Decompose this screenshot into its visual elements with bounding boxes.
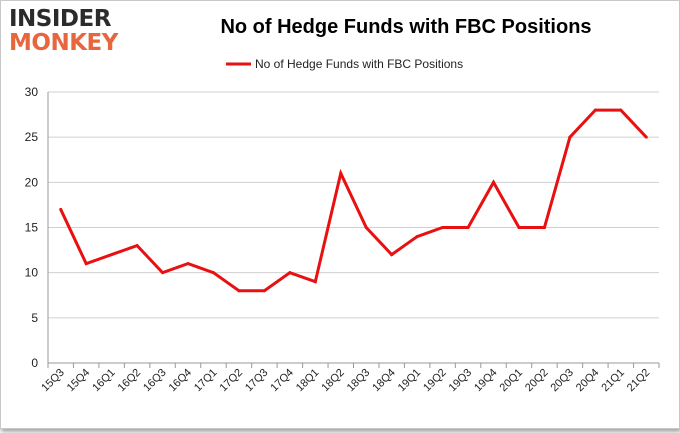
- x-tick-label: 16Q2: [116, 367, 144, 395]
- data-point: [313, 280, 317, 284]
- series-line: [59, 108, 648, 293]
- y-tick-label: 5: [31, 311, 38, 325]
- data-point: [110, 253, 114, 257]
- data-point: [619, 108, 623, 112]
- data-point: [466, 226, 470, 229]
- data-point: [492, 180, 496, 184]
- x-tick-label: 17Q2: [218, 367, 246, 395]
- data-point: [364, 226, 368, 229]
- data-point: [84, 262, 88, 266]
- data-point: [390, 253, 394, 257]
- x-tick-label: 20Q3: [548, 367, 576, 395]
- data-point: [161, 271, 165, 275]
- y-tick-label: 30: [25, 85, 39, 99]
- data-point: [415, 235, 419, 239]
- x-tick-label: 16Q1: [90, 367, 118, 395]
- data-point: [517, 226, 521, 229]
- logo-text-insider: INSIDER: [9, 6, 111, 32]
- data-point: [211, 271, 215, 275]
- y-tick-label: 20: [25, 175, 39, 189]
- x-tick-label: 17Q1: [192, 367, 220, 395]
- insider-monkey-logo: INSIDER MONKEY: [9, 7, 129, 55]
- x-tick-label: 18Q3: [345, 367, 373, 395]
- x-tick-label: 19Q1: [396, 367, 424, 395]
- data-point: [644, 135, 648, 139]
- logo-text-monkey: MONKEY: [9, 30, 118, 56]
- data-point: [186, 262, 190, 266]
- x-tick-label: 19Q4: [472, 367, 500, 395]
- data-point: [593, 108, 597, 112]
- data-point: [339, 171, 343, 175]
- y-tick-label: 15: [25, 221, 39, 235]
- data-point: [135, 244, 139, 248]
- x-tick-label: 19Q3: [447, 367, 475, 395]
- data-point: [441, 226, 445, 229]
- x-tick-label: 15Q3: [39, 367, 67, 395]
- y-tick-label: 0: [31, 356, 38, 370]
- data-point: [288, 271, 292, 275]
- chart-title: No of Hedge Funds with FBC Positions: [220, 16, 592, 38]
- data-point: [568, 135, 572, 139]
- x-tick-label: 21Q1: [599, 367, 627, 395]
- x-tick-label: 20Q1: [498, 367, 526, 395]
- data-point: [237, 289, 241, 293]
- y-tick-label: 25: [25, 130, 39, 144]
- x-tick-label: 20Q2: [523, 367, 551, 395]
- x-tick-label: 16Q3: [141, 367, 169, 395]
- data-point: [542, 226, 546, 229]
- x-tick-label: 18Q1: [294, 367, 322, 395]
- data-point: [262, 289, 266, 293]
- legend-label: No of Hedge Funds with FBC Positions: [255, 57, 463, 71]
- y-tick-label: 10: [25, 266, 39, 280]
- x-tick-label: 16Q4: [167, 367, 195, 395]
- x-tick-label: 17Q3: [243, 367, 271, 395]
- x-tick-label: 17Q4: [268, 367, 296, 395]
- x-tick-label: 18Q4: [370, 367, 398, 395]
- x-tick-label: 15Q4: [65, 367, 93, 395]
- x-tick-label: 19Q2: [421, 367, 449, 395]
- x-tick-label: 18Q2: [319, 367, 347, 395]
- data-point: [59, 207, 63, 211]
- x-tick-label: 20Q4: [574, 367, 602, 395]
- x-tick-label: 21Q2: [625, 367, 653, 395]
